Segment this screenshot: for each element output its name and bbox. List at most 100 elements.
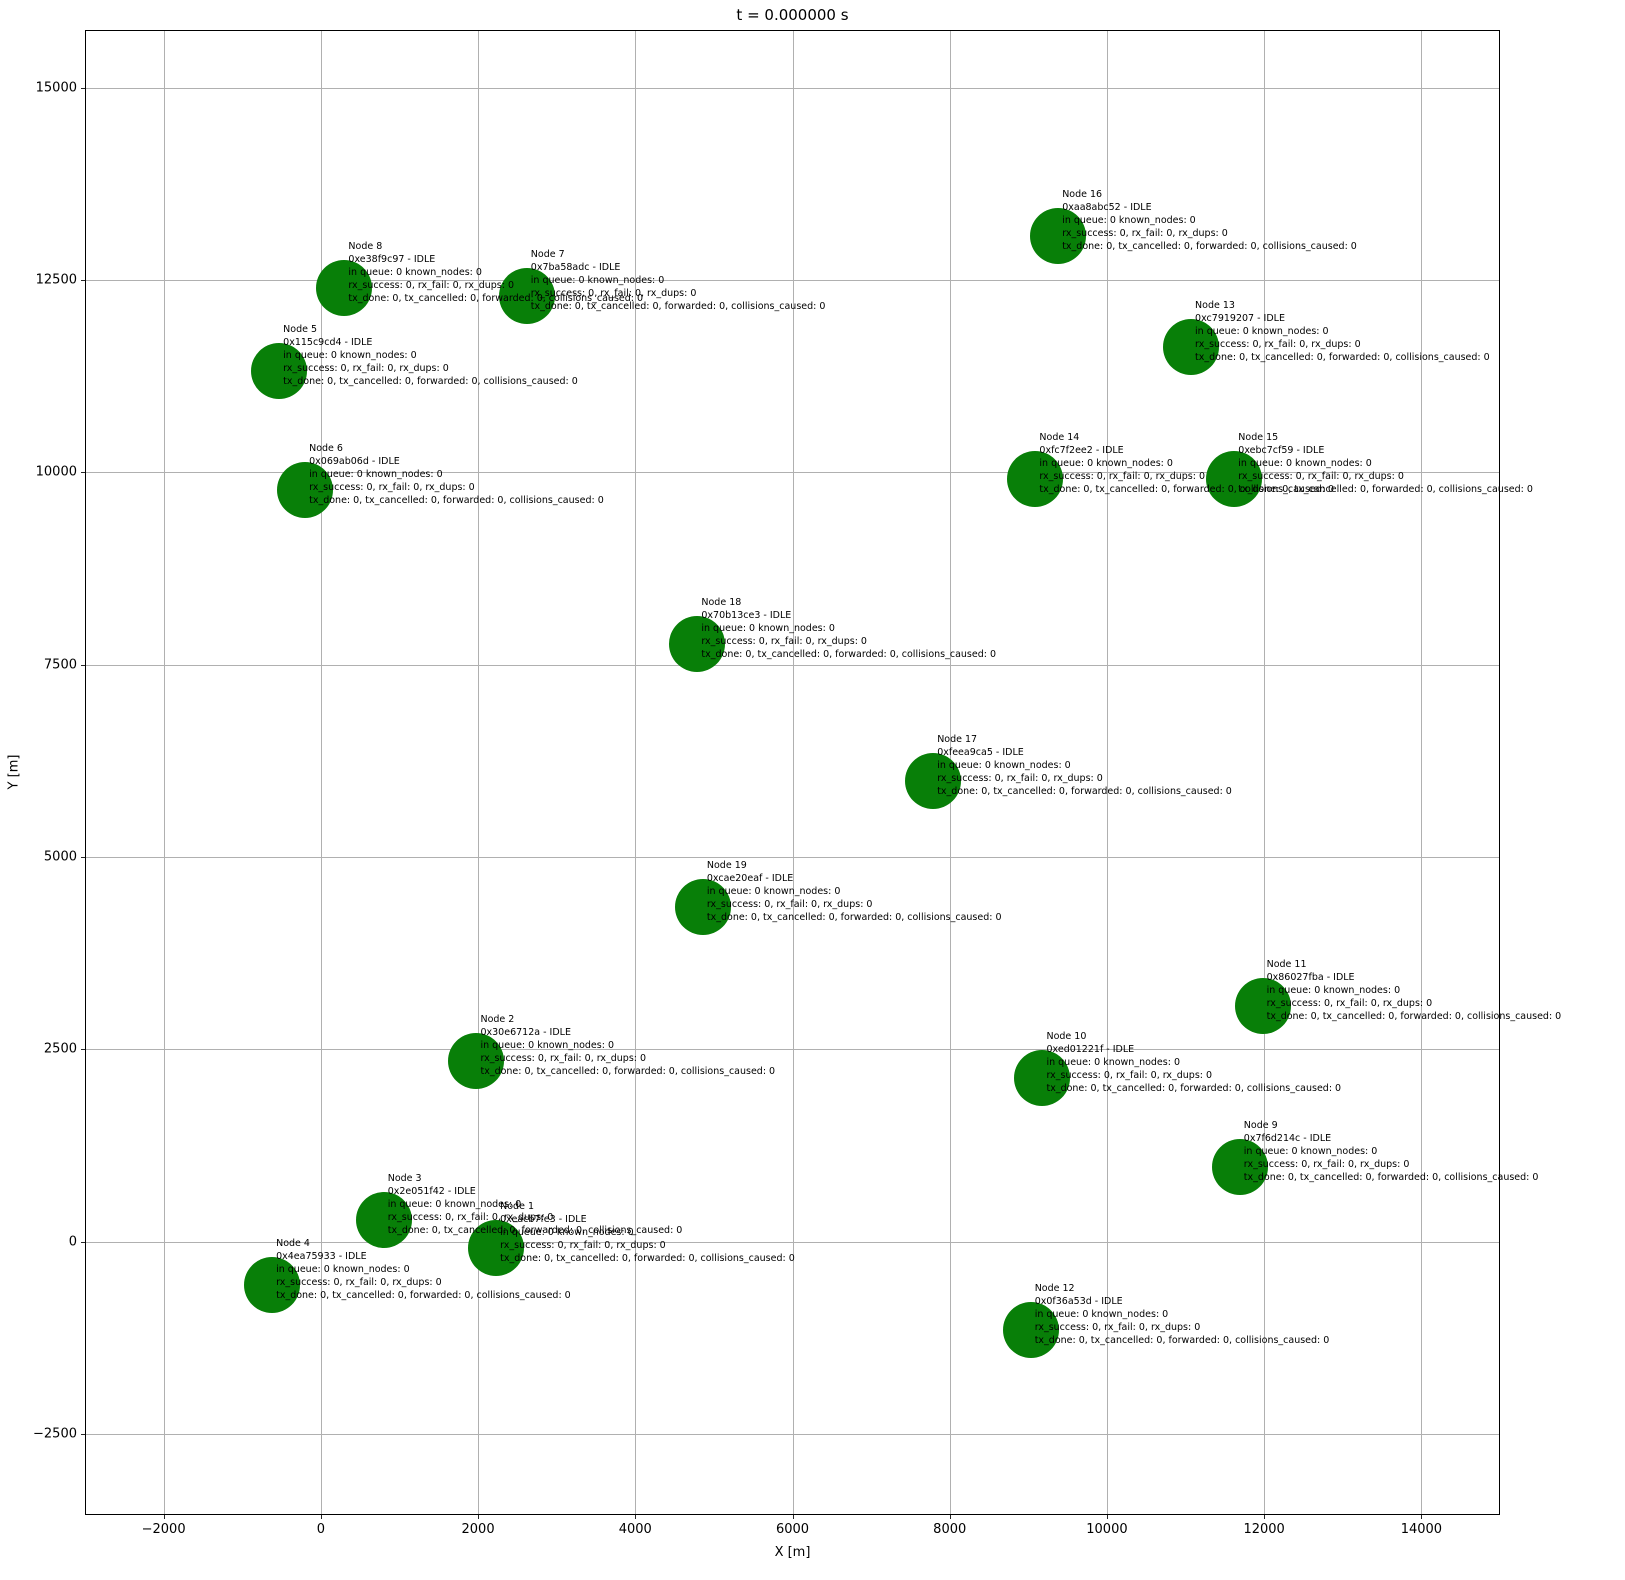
node-label-line: in queue: 0 known_nodes: 0	[500, 1227, 634, 1238]
x-tick-label: −2000	[141, 1522, 186, 1537]
x-gridline	[792, 30, 794, 1515]
x-gridline	[1264, 30, 1266, 1515]
y-gridline	[85, 472, 1500, 474]
node-label-line: Node 2	[480, 1014, 515, 1026]
y-gridline	[85, 664, 1500, 666]
node-label-line: tx_done: 0, tx_cancelled: 0, forwarded: …	[1195, 352, 1490, 363]
plot-title: t = 0.000000 s	[736, 6, 849, 24]
node-label: Node 4 0x4ea75933 - IDLE in queue: 0 known…	[276, 1237, 571, 1302]
y-gridline	[85, 1241, 1500, 1243]
y-tickmark	[81, 1434, 85, 1436]
node-label-line: Node 15	[1238, 431, 1279, 443]
node-label: Node 8 0xe38f9c97 - IDLE in queue: 0 known…	[348, 240, 643, 305]
node-marker	[1002, 1301, 1059, 1358]
node-label-line: in queue: 0 known_nodes: 0	[309, 469, 443, 481]
node-label-line: Node 18	[701, 597, 742, 608]
node-label-line: in queue: 0 known_nodes: 0	[937, 759, 1071, 771]
x-tickmark	[635, 1515, 637, 1519]
node-label: Node 15 0xebc7cf59 - IDLE in queue: 0 know…	[1238, 431, 1533, 496]
node-label-line: 0xfc7f2ee2 - IDLE	[1039, 444, 1124, 456]
x-tick-label: 4000	[618, 1522, 652, 1537]
node-label-line: tx_done: 0, tx_cancelled: 0, forwarded: …	[387, 1224, 683, 1236]
node-label-line: in queue: 0 known_nodes: 0	[706, 886, 841, 898]
x-tick-label: 10000	[1086, 1522, 1128, 1537]
node-label-line: tx_done: 0, tx_cancelled: 0, forwarded: …	[1062, 241, 1357, 253]
node-marker	[1211, 1139, 1268, 1196]
node-label-line: Node 1	[500, 1201, 534, 1212]
node-label-line: Node 13	[1195, 300, 1235, 311]
node-label: Node 5 0x115c9cd4 - IDLE in queue: 0 known…	[283, 323, 578, 388]
y-gridline	[85, 280, 1500, 282]
node-marker	[316, 259, 373, 316]
node-marker	[1206, 450, 1263, 507]
node-marker	[1163, 319, 1220, 375]
node-label-line: in queue: 0 known_nodes: 0	[276, 1263, 410, 1275]
node-label-line: rx_success: 0, rx_fail: 0, rx_dups: 0	[283, 362, 449, 374]
x-tickmark	[1264, 1515, 1266, 1519]
node-label-line: rx_success: 0, rx_fail: 0, rx_dups: 0	[1195, 339, 1361, 350]
x-tick-label: 12000	[1243, 1522, 1285, 1537]
node-label-line: 0x7f6d214c - IDLE	[1243, 1133, 1332, 1145]
x-tickmark	[949, 1515, 951, 1519]
x-tickmark	[320, 1515, 322, 1519]
x-gridline	[478, 30, 480, 1515]
node-label: Node 13 0xc7919207 - IDLE in queue: 0 know…	[1195, 299, 1490, 364]
node-label: Node 9 0x7f6d214c - IDLE in queue: 0 known…	[1244, 1119, 1539, 1184]
node-label-line: Node 5	[283, 323, 318, 335]
node-label-line: tx_done: 0, tx_cancelled: 0, forwarded: …	[1238, 483, 1533, 495]
node-label-line: tx_done: 0, tx_cancelled: 0, forwarded: …	[701, 649, 997, 660]
node-marker	[498, 268, 555, 325]
node-label-line: 0x86027fba - IDLE	[1266, 971, 1355, 983]
y-tick-label: 2500	[43, 1041, 77, 1057]
node-label-line: tx_done: 0, tx_cancelled: 0, forwarded: …	[500, 1253, 795, 1264]
y-gridline	[85, 87, 1500, 89]
node-label-line: rx_success: 0, rx_fail: 0, rx_dups: 0	[706, 899, 873, 911]
node-label-line: rx_success: 0, rx_fail: 0, rx_dups: 0	[701, 636, 867, 647]
node-label-line: Node 14	[1039, 431, 1080, 443]
node-label-line: rx_success: 0, rx_fail: 0, rx_dups: 0	[1266, 997, 1433, 1009]
node-label-line: 0xebc7cf59 - IDLE	[1238, 444, 1325, 456]
node-label-line: rx_success: 0, rx_fail: 0, rx_dups: 0	[1238, 470, 1404, 482]
y-tickmark	[81, 1049, 85, 1051]
y-gridline	[85, 1049, 1500, 1051]
node-label-line: 0xcae20eaf - IDLE	[706, 873, 794, 885]
x-gridline	[320, 30, 322, 1515]
node-label-line: Node 10	[1046, 1030, 1087, 1042]
node-label-line: in queue: 0 known_nodes: 0	[1195, 326, 1329, 337]
node-label-line: Node 17	[937, 733, 978, 745]
node-label-line: Node 9	[1243, 1120, 1278, 1132]
node-marker	[1014, 1049, 1071, 1106]
node-marker	[1007, 450, 1064, 507]
node-label-line: 0x70b13ce3 - IDLE	[701, 610, 792, 621]
y-tick-label: 10000	[35, 464, 77, 480]
node-label-line: Node 8	[348, 240, 383, 252]
y-tickmark	[81, 472, 85, 474]
node-marker	[468, 1220, 525, 1276]
node-marker	[1234, 977, 1291, 1034]
y-tickmark	[81, 857, 85, 859]
node-label-line: in queue: 0 known_nodes: 0	[1266, 984, 1401, 996]
y-tick-label: 7500	[43, 657, 77, 673]
node-label: Node 10 0xed01221f - IDLE in queue: 0 know…	[1046, 1030, 1341, 1095]
y-tickmark	[81, 664, 85, 666]
node-label-line: in queue: 0 known_nodes: 0	[1238, 457, 1372, 469]
node-label-line: tx_done: 0, tx_cancelled: 0, forwarded: …	[309, 495, 604, 507]
x-axis-label: X [m]	[774, 1545, 811, 1560]
node-label-line: rx_success: 0, rx_fail: 0, rx_dups: 0	[1046, 1069, 1213, 1081]
node-label-line: in queue: 0 known_nodes: 0	[1046, 1056, 1180, 1068]
x-tick-label: 6000	[775, 1522, 810, 1537]
node-label-line: rx_success: 0, rx_fail: 0, rx_dups: 0	[530, 288, 697, 300]
y-tickmark	[81, 1241, 85, 1243]
x-tick-label: 2000	[461, 1522, 495, 1537]
node-label-line: tx_done: 0, tx_cancelled: 0, forwarded: …	[283, 375, 578, 387]
node-label-line: rx_success: 0, rx_fail: 0, rx_dups: 0	[387, 1211, 554, 1223]
node-label-line: 0xfeea9ca5 - IDLE	[937, 746, 1024, 758]
node-marker	[669, 616, 726, 672]
node-label: Node 18 0x70b13ce3 - IDLE in queue: 0 know…	[701, 596, 996, 661]
node-label-line: tx_done: 0, tx_cancelled: 0, forwarded: …	[937, 785, 1232, 797]
node-marker	[355, 1191, 412, 1248]
node-label-line: tx_done: 0, tx_cancelled: 0, forwarded: …	[348, 292, 644, 304]
node-label-line: rx_success: 0, rx_fail: 0, rx_dups: 0	[480, 1053, 647, 1065]
node-marker	[905, 752, 962, 809]
node-label-line: tx_done: 0, tx_cancelled: 0, forwarded: …	[530, 301, 826, 313]
